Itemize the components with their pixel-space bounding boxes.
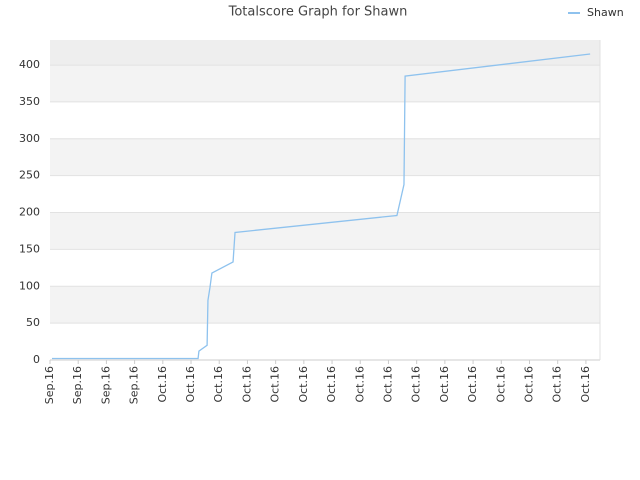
series-line	[51, 53, 591, 360]
x-tick-label: Oct.16	[522, 366, 535, 403]
y-tick-label: 0	[33, 353, 40, 366]
grid-band	[50, 65, 600, 102]
x-tick-label: Oct.16	[240, 366, 253, 403]
grid-band	[50, 323, 600, 360]
x-tick-label: Oct.16	[551, 366, 564, 403]
y-tick-label: 300	[19, 132, 40, 145]
y-tick-label: 400	[19, 58, 40, 71]
x-tick-label: Oct.16	[410, 366, 423, 403]
y-tick-label: 250	[19, 169, 40, 182]
x-tick-label: Sep.16	[71, 366, 84, 404]
x-tick-label: Sep.16	[99, 366, 112, 404]
x-tick-label: Oct.16	[156, 366, 169, 403]
x-tick-label: Oct.16	[184, 366, 197, 403]
x-tick-label: Oct.16	[494, 366, 507, 403]
x-tick-label: Oct.16	[381, 366, 394, 403]
x-tick-label: Oct.16	[466, 366, 479, 403]
y-tick-label: 350	[19, 95, 40, 108]
grid-band	[50, 138, 600, 176]
x-tick-label: Sep.16	[128, 366, 141, 404]
x-tick-label: Oct.16	[269, 366, 282, 403]
grid-band	[50, 175, 600, 213]
grid-band	[50, 212, 600, 250]
y-tick-label: 200	[19, 206, 40, 219]
x-tick-label: Oct.16	[297, 366, 310, 403]
x-tick-label: Oct.16	[353, 366, 366, 403]
chart-title: Totalscore Graph for Shawn	[228, 5, 408, 20]
x-tick-label: Oct.16	[579, 366, 592, 403]
x-tick-label: Oct.16	[212, 366, 225, 403]
grid-band	[50, 286, 600, 324]
grid-band	[50, 101, 600, 139]
legend-label: Shawn	[587, 6, 624, 19]
y-tick-label: 150	[19, 242, 40, 255]
x-tick-label: Oct.16	[438, 366, 451, 403]
x-tick-label: Oct.16	[325, 366, 338, 403]
grid-band	[50, 249, 600, 287]
y-tick-label: 50	[26, 316, 40, 329]
y-tick-label: 100	[19, 279, 40, 292]
x-tick-label: Sep.16	[43, 366, 56, 404]
